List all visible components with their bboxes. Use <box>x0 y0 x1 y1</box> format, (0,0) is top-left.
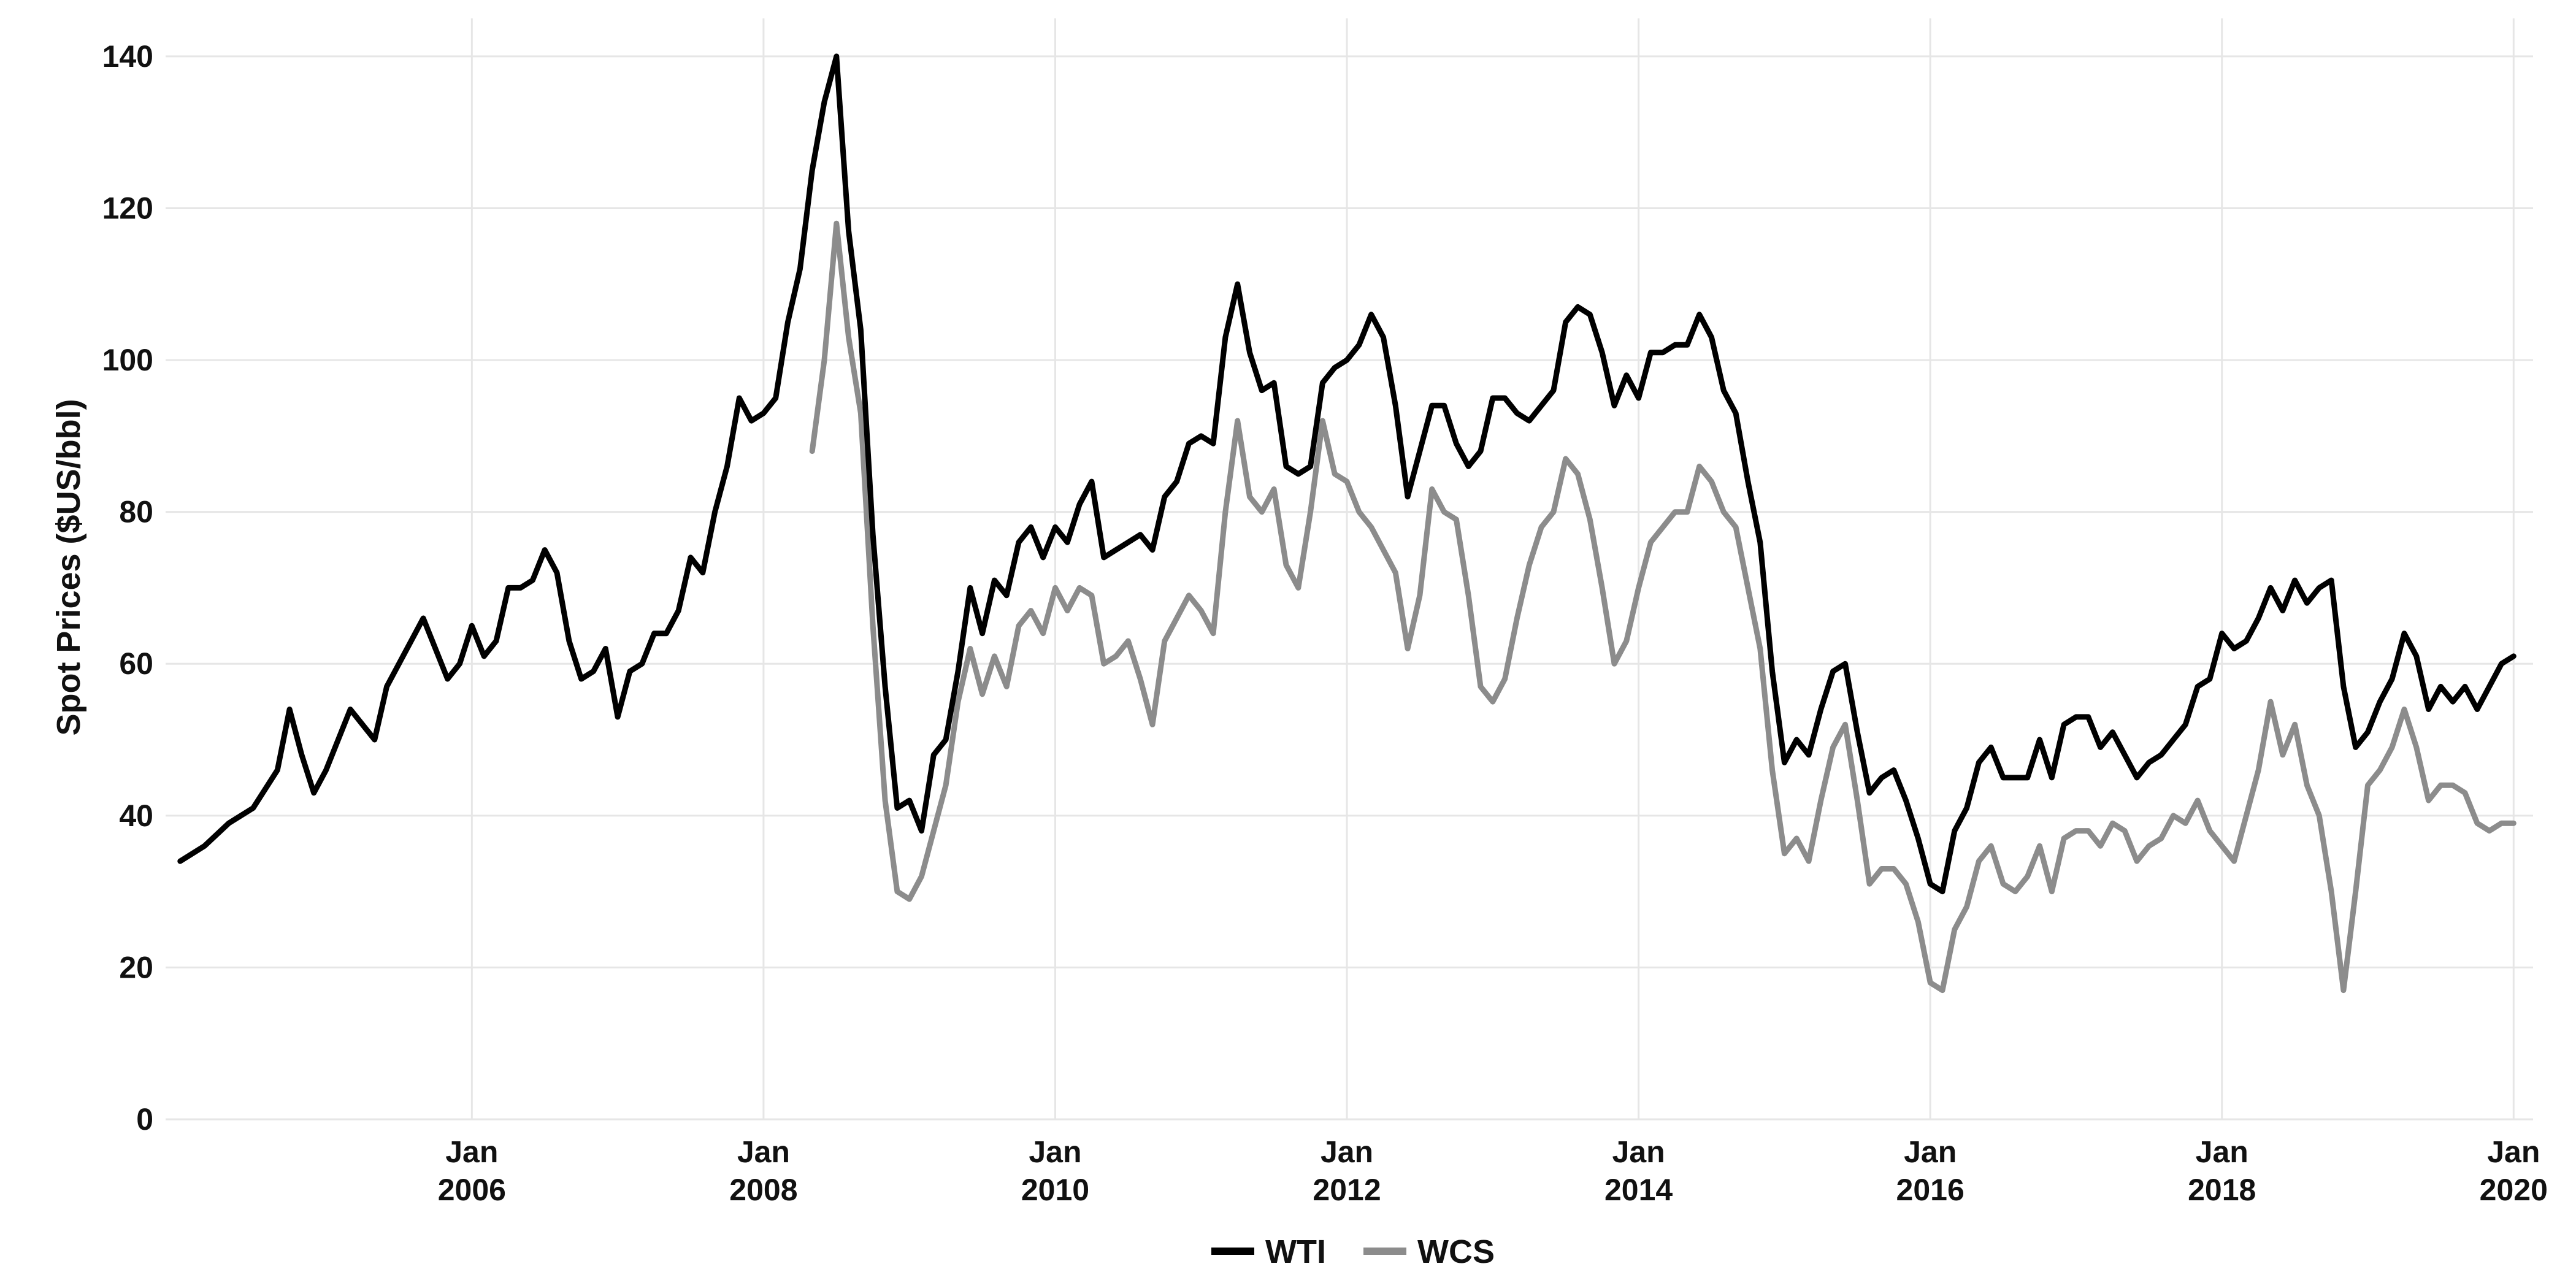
legend-item-wcs[interactable]: WCS <box>1363 1233 1495 1270</box>
x-tick-label: Jan 2008 <box>729 1135 797 1207</box>
x-tick-month: Jan <box>1904 1135 1957 1169</box>
x-tick-month: Jan <box>445 1135 498 1169</box>
series-layer <box>177 53 2517 994</box>
x-tick-label: Jan 2014 <box>1604 1135 1673 1207</box>
y-tick-label: 60 <box>119 646 153 681</box>
x-tick-month: Jan <box>2487 1135 2540 1169</box>
y-tick-label: 20 <box>119 950 153 984</box>
x-tick-label: Jan 2010 <box>1021 1135 1089 1207</box>
y-tick-label: 80 <box>119 495 153 529</box>
series-line-wti <box>177 53 2517 895</box>
series-line-wcs <box>809 220 2517 994</box>
x-tick-label: Jan 2006 <box>438 1135 506 1207</box>
x-tick-year: 2018 <box>2188 1173 2256 1207</box>
legend-label: WTI <box>1265 1233 1326 1270</box>
x-tick-year: 2010 <box>1021 1173 1089 1207</box>
x-tick-year: 2006 <box>438 1173 506 1207</box>
x-tick-month: Jan <box>2196 1135 2248 1169</box>
x-tick-label: Jan 2012 <box>1313 1135 1381 1207</box>
x-tick-label: Jan 2016 <box>1896 1135 1965 1207</box>
x-tick-month: Jan <box>1321 1135 1373 1169</box>
x-tick-month: Jan <box>1029 1135 1081 1169</box>
x-axis-ticks: Jan 2006 Jan 2008 Jan 2010 Jan 2012 Jan 2014 Jan 20… <box>438 1135 2548 1207</box>
x-tick-month: Jan <box>1612 1135 1665 1169</box>
x-tick-year: 2016 <box>1896 1173 1965 1207</box>
legend-item-wti[interactable]: WTI <box>1211 1233 1326 1270</box>
y-tick-label: 0 <box>136 1102 153 1137</box>
legend[interactable]: WTI WCS <box>1211 1233 1495 1270</box>
x-tick-label: Jan 2018 <box>2188 1135 2256 1207</box>
y-tick-label: 100 <box>102 343 153 377</box>
y-tick-label: 40 <box>119 799 153 833</box>
y-tick-label: 140 <box>102 39 153 74</box>
x-tick-year: 2020 <box>2480 1173 2548 1207</box>
x-tick-year: 2014 <box>1604 1173 1673 1207</box>
legend-label: WCS <box>1417 1233 1495 1270</box>
y-axis-title: Spot Prices ($US/bbl) <box>50 399 87 735</box>
y-tick-label: 120 <box>102 191 153 225</box>
grid <box>166 18 2533 1121</box>
y-axis-ticks: 0 20 40 60 80 100 120 140 <box>102 39 153 1137</box>
x-tick-year: 2012 <box>1313 1173 1381 1207</box>
x-tick-year: 2008 <box>729 1173 797 1207</box>
x-tick-label: Jan 2020 <box>2480 1135 2548 1207</box>
x-tick-month: Jan <box>737 1135 790 1169</box>
